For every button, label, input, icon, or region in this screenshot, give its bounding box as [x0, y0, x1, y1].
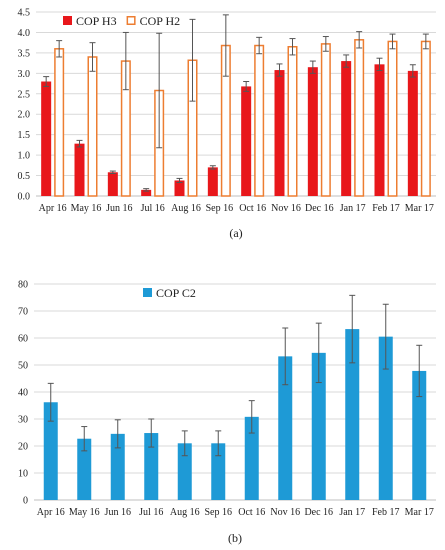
bar — [341, 61, 352, 196]
bar — [274, 70, 285, 196]
x-tick-label: Nov 16 — [270, 507, 300, 518]
y-tick-label: 4.0 — [18, 28, 31, 39]
bar — [77, 438, 92, 500]
bar — [110, 433, 125, 500]
bar — [43, 402, 58, 500]
legend-swatch — [126, 16, 136, 25]
x-tick-label: Sep 16 — [206, 203, 234, 214]
bar — [41, 81, 52, 196]
chart-b: 0 10 20 30 40 50 60 70 80 Apr 16 May 16 Jun 16 Jul 1… — [18, 280, 436, 545]
legend-swatch — [63, 16, 72, 25]
legend-swatch — [143, 288, 152, 297]
y-tick-label: 40 — [18, 388, 28, 399]
legend-label: COP H3 — [76, 14, 117, 28]
x-tick-label: Jan 17 — [340, 203, 366, 214]
y-tick-label: 0.5 — [18, 171, 31, 182]
x-tick-label: Apr 16 — [39, 203, 67, 214]
legend-label: COP C2 — [156, 286, 196, 300]
x-tick-label: Jan 17 — [339, 507, 365, 518]
y-tick-label: 10 — [18, 469, 28, 480]
x-tick-label: Jun 16 — [106, 203, 132, 214]
bar — [420, 40, 431, 197]
y-tick-label: 0.0 — [18, 192, 31, 203]
bar — [244, 416, 259, 500]
y-tick-label: 50 — [18, 361, 28, 372]
x-tick-label: Sep 16 — [205, 507, 233, 518]
y-tick-label: 20 — [18, 442, 28, 453]
x-tick-label: Mar 17 — [405, 203, 434, 214]
x-tick-label: Dec 16 — [305, 203, 334, 214]
y-tick-label: 80 — [18, 280, 28, 291]
bar — [141, 189, 152, 196]
bar — [54, 48, 65, 197]
x-tick-label: May 16 — [69, 507, 100, 518]
bar — [311, 352, 326, 500]
panel-label: (b) — [228, 531, 242, 545]
bar — [207, 167, 218, 196]
x-tick-label: Dec 16 — [304, 507, 333, 518]
bar — [174, 180, 185, 196]
bar — [144, 433, 159, 500]
y-tick-label: 3.5 — [18, 48, 31, 59]
x-tick-label: Aug 16 — [171, 203, 201, 214]
y-tick-label: 3.0 — [18, 69, 31, 80]
bar — [107, 172, 118, 196]
y-tick-label: 70 — [18, 307, 28, 318]
y-tick-label: 0 — [23, 496, 28, 507]
y-tick-label: 1.5 — [18, 130, 31, 141]
x-tick-label: Aug 16 — [170, 507, 200, 518]
x-tick-label: Feb 17 — [372, 507, 400, 518]
x-tick-label: Jun 16 — [105, 507, 131, 518]
bar — [387, 40, 398, 197]
bar — [345, 329, 360, 500]
bar — [211, 443, 226, 500]
panel-label: (a) — [229, 226, 242, 240]
bar — [320, 43, 331, 197]
y-tick-label: 30 — [18, 415, 28, 426]
x-tick-label: Oct 16 — [239, 203, 266, 214]
y-tick-label: 1.0 — [18, 151, 31, 162]
bar — [378, 336, 393, 500]
x-tick-label: May 16 — [71, 203, 102, 214]
x-tick-label: Nov 16 — [271, 203, 301, 214]
x-tick-label: Feb 17 — [372, 203, 400, 214]
x-tick-label: Oct 16 — [238, 507, 265, 518]
bar — [177, 443, 192, 500]
bar — [278, 356, 293, 500]
bar — [74, 143, 85, 196]
bar — [87, 56, 98, 197]
y-tick-label: 60 — [18, 334, 28, 345]
bar — [407, 70, 418, 196]
chart-a: 0.0 0.5 1.0 1.5 2.0 2.5 3.0 3.5 4.0 4.5 Apr 16 May … — [18, 8, 436, 240]
y-tick-label: 4.5 — [18, 8, 31, 19]
bar — [287, 46, 298, 197]
bar — [241, 86, 252, 196]
bar — [307, 67, 318, 196]
x-tick-label: Jul 16 — [139, 507, 163, 518]
x-tick-label: Jul 16 — [141, 203, 165, 214]
y-tick-label: 2.0 — [18, 110, 31, 121]
bar — [374, 64, 385, 197]
x-tick-label: Mar 17 — [405, 507, 434, 518]
legend-label: COP H2 — [140, 14, 181, 28]
y-tick-label: 2.5 — [18, 89, 31, 100]
bar — [354, 39, 365, 197]
bar — [254, 44, 265, 197]
bar — [412, 370, 427, 500]
x-tick-label: Apr 16 — [37, 507, 65, 518]
